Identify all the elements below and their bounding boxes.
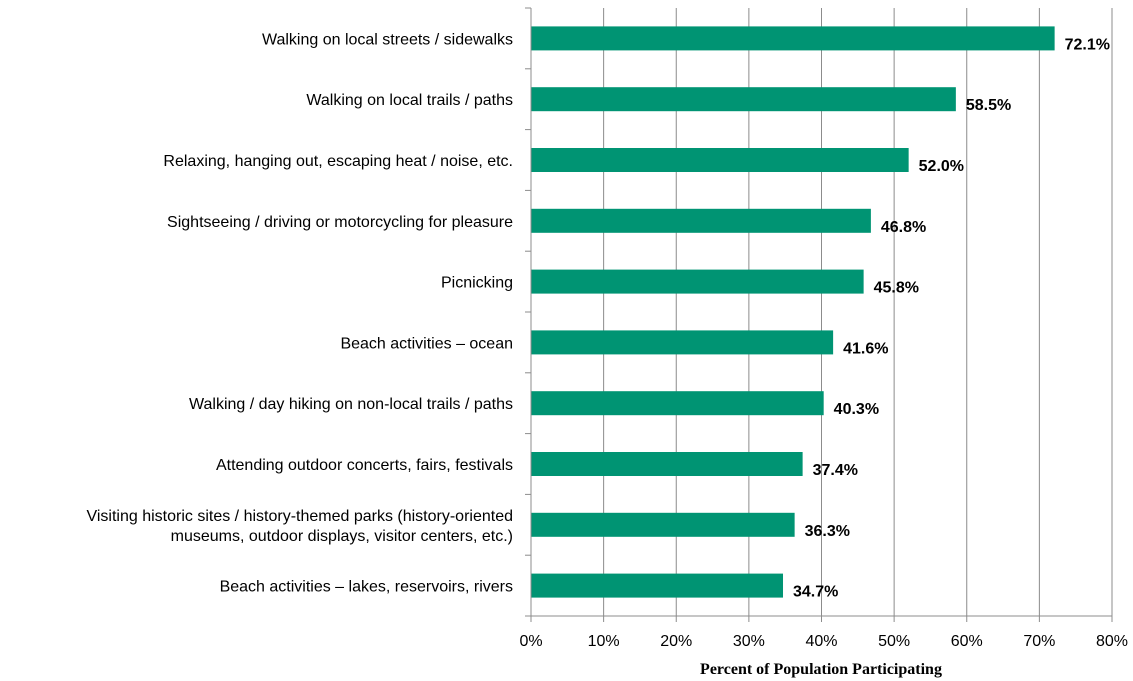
bar [531,87,956,112]
x-tick-label: 40% [805,633,837,650]
x-tick-label: 0% [519,633,542,650]
data-label: 41.6% [843,340,888,357]
bar [531,391,824,416]
data-label: 40.3% [834,401,879,418]
category-label: Visiting historic sites / history-themed… [86,508,513,545]
x-tick-label: 20% [660,633,692,650]
axes: 0% 10% 20% 30% 40% 50% 60% 70% 80% [519,7,1128,650]
x-tick-label: 50% [878,633,910,650]
bar [531,330,834,355]
bar [531,269,864,294]
x-tick-label: 30% [733,633,765,650]
labels: 72.1% Walking on local streets / sidewalk… [86,31,1110,600]
data-label: 58.5% [966,97,1011,114]
x-tick-label: 10% [588,633,620,650]
x-tick-label: 60% [951,633,983,650]
category-label: Beach activities – ocean [340,335,513,352]
x-tick-label: 70% [1023,633,1055,650]
category-label: Walking on local streets / sidewalks [262,31,513,48]
x-axis-title: Percent of Population Participating [700,661,942,678]
category-label: Sightseeing / driving or motorcycling fo… [167,214,513,231]
category-label: Walking on local trails / paths [306,92,513,109]
x-tick-label: 80% [1096,633,1128,650]
category-label: Walking / day hiking on non-local trails… [189,396,513,413]
data-label: 72.1% [1065,36,1110,53]
bar [531,148,909,172]
data-label: 37.4% [813,462,858,479]
bar [531,26,1055,51]
bars [531,26,1055,598]
bar [531,452,803,476]
category-label: Beach activities – lakes, reservoirs, ri… [220,579,513,596]
data-label: 45.8% [874,280,919,297]
data-label: 52.0% [919,158,964,175]
category-label: Attending outdoor concerts, fairs, festi… [216,457,513,474]
category-label: Picnicking [441,275,513,292]
bar [531,208,871,233]
category-label: Relaxing, hanging out, escaping heat / n… [163,153,513,170]
data-label: 34.7% [793,584,838,601]
data-label: 36.3% [805,523,850,540]
bar [531,512,795,537]
bar [531,573,784,598]
data-label: 46.8% [881,219,926,236]
